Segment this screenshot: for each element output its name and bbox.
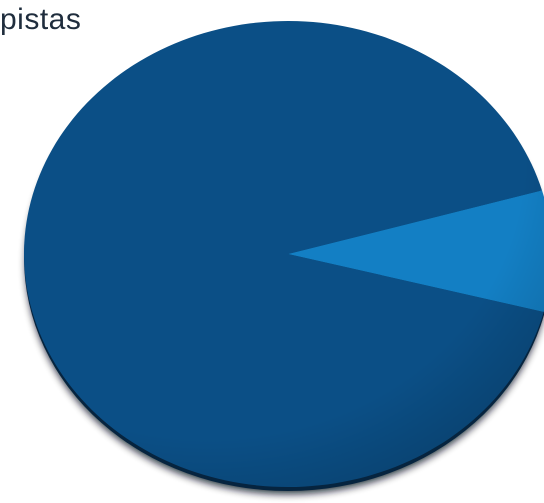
pie-chart [24,20,544,494]
chart-area: pistas [0,3,544,494]
